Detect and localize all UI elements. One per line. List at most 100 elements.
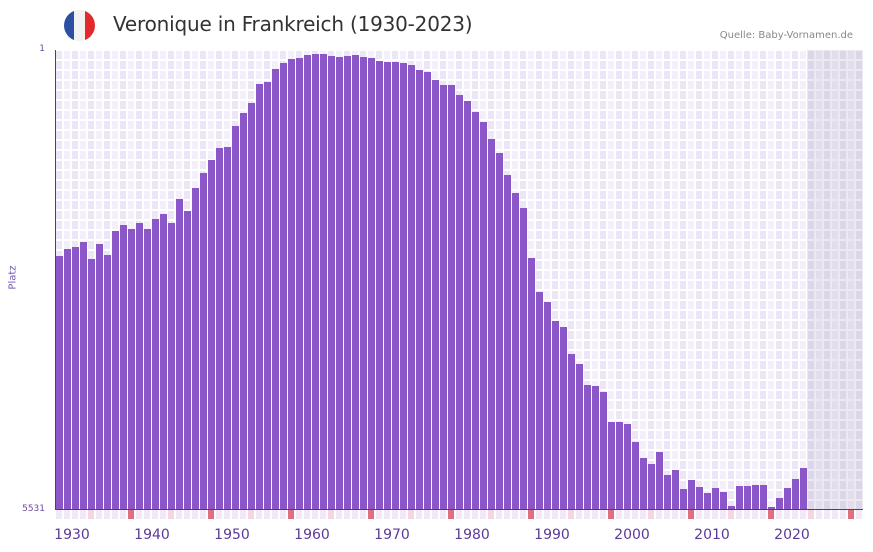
bar-1964[interactable] (328, 56, 335, 510)
bar-1961[interactable] (304, 55, 311, 510)
bar-2018[interactable] (760, 485, 767, 510)
bar-1967[interactable] (352, 55, 359, 510)
bar-2007[interactable] (672, 470, 679, 510)
bar-1957[interactable] (272, 69, 279, 510)
bar-2020[interactable] (776, 498, 783, 510)
bar-1944[interactable] (168, 223, 175, 510)
bar-1975[interactable] (416, 70, 423, 510)
grid-cell (816, 461, 822, 469)
grid-cell (792, 411, 798, 419)
bar-1989[interactable] (528, 258, 535, 510)
bar-1955[interactable] (256, 84, 263, 510)
bar-1984[interactable] (488, 139, 495, 510)
bar-1952[interactable] (232, 126, 239, 510)
bar-1930[interactable] (56, 256, 63, 510)
bar-2002[interactable] (632, 442, 639, 510)
bar-2012[interactable] (712, 488, 719, 510)
bar-2000[interactable] (616, 422, 623, 510)
bar-1962[interactable] (312, 54, 319, 510)
bar-1939[interactable] (128, 229, 135, 510)
bar-1981[interactable] (464, 101, 471, 510)
bar-1987[interactable] (512, 193, 519, 510)
bar-1992[interactable] (552, 321, 559, 510)
bar-1954[interactable] (248, 103, 255, 510)
bar-1983[interactable] (480, 122, 487, 510)
grid-cell (848, 421, 854, 429)
bar-1970[interactable] (376, 61, 383, 510)
bar-1938[interactable] (120, 225, 127, 510)
bar-1974[interactable] (408, 65, 415, 510)
bar-1976[interactable] (424, 72, 431, 510)
bar-1940[interactable] (136, 223, 143, 510)
bar-2004[interactable] (648, 464, 655, 510)
bar-2005[interactable] (656, 452, 663, 510)
bar-2022[interactable] (792, 479, 799, 510)
bar-1968[interactable] (360, 57, 367, 510)
bar-1966[interactable] (344, 56, 351, 510)
bar-1948[interactable] (200, 173, 207, 510)
bar-1937[interactable] (112, 231, 119, 510)
bar-1973[interactable] (400, 63, 407, 510)
bar-1963[interactable] (320, 54, 327, 510)
bar-1949[interactable] (208, 160, 215, 510)
bar-1997[interactable] (592, 386, 599, 510)
bar-1971[interactable] (384, 62, 391, 510)
bar-1999[interactable] (608, 422, 615, 510)
bar-1934[interactable] (88, 259, 95, 510)
bar-1978[interactable] (440, 85, 447, 510)
bar-1959[interactable] (288, 59, 295, 510)
bar-1943[interactable] (160, 214, 167, 510)
bar-2021[interactable] (784, 488, 791, 510)
bar-1988[interactable] (520, 208, 527, 510)
bar-1972[interactable] (392, 62, 399, 510)
bar-1977[interactable] (432, 80, 439, 510)
bar-2003[interactable] (640, 458, 647, 510)
bar-1945[interactable] (176, 199, 183, 510)
bar-2011[interactable] (704, 493, 711, 510)
bar-2013[interactable] (720, 492, 727, 510)
bar-2023[interactable] (800, 468, 807, 510)
bar-1979[interactable] (448, 85, 455, 510)
bar-2009[interactable] (688, 480, 695, 510)
bar-1995[interactable] (576, 364, 583, 510)
bar-1998[interactable] (600, 392, 607, 510)
bar-1985[interactable] (496, 153, 503, 510)
bar-1965[interactable] (336, 57, 343, 510)
bar-1946[interactable] (184, 211, 191, 510)
bar-1931[interactable] (64, 249, 71, 510)
bar-2008[interactable] (680, 489, 687, 510)
bar-1942[interactable] (152, 219, 159, 510)
bar-2006[interactable] (664, 475, 671, 510)
bar-1996[interactable] (584, 385, 591, 510)
bar-2019[interactable] (768, 507, 775, 510)
bar-1956[interactable] (264, 82, 271, 510)
bar-2015[interactable] (736, 486, 743, 510)
bar-1933[interactable] (80, 242, 87, 510)
bar-1980[interactable] (456, 95, 463, 510)
bar-2010[interactable] (696, 487, 703, 510)
bar-1941[interactable] (144, 229, 151, 510)
bar-1993[interactable] (560, 327, 567, 510)
bar-2016[interactable] (744, 486, 751, 510)
bar-2014[interactable] (728, 506, 735, 510)
bar-1951[interactable] (224, 147, 231, 510)
bar-1958[interactable] (280, 63, 287, 510)
bar-1935[interactable] (96, 244, 103, 510)
bar-1960[interactable] (296, 58, 303, 510)
bar-1982[interactable] (472, 112, 479, 510)
bar-1986[interactable] (504, 175, 511, 510)
bar-1991[interactable] (544, 302, 551, 510)
bar-1990[interactable] (536, 292, 543, 510)
bar-2017[interactable] (752, 485, 759, 510)
bar-1947[interactable] (192, 188, 199, 510)
grid-cell (712, 361, 718, 369)
bar-1936[interactable] (104, 255, 111, 510)
grid-cell (776, 381, 782, 389)
grid-cell (528, 61, 534, 69)
bar-1950[interactable] (216, 148, 223, 510)
bar-1969[interactable] (368, 58, 375, 510)
bar-2001[interactable] (624, 424, 631, 510)
bar-1953[interactable] (240, 113, 247, 510)
bar-1994[interactable] (568, 354, 575, 510)
bar-1932[interactable] (72, 247, 79, 510)
